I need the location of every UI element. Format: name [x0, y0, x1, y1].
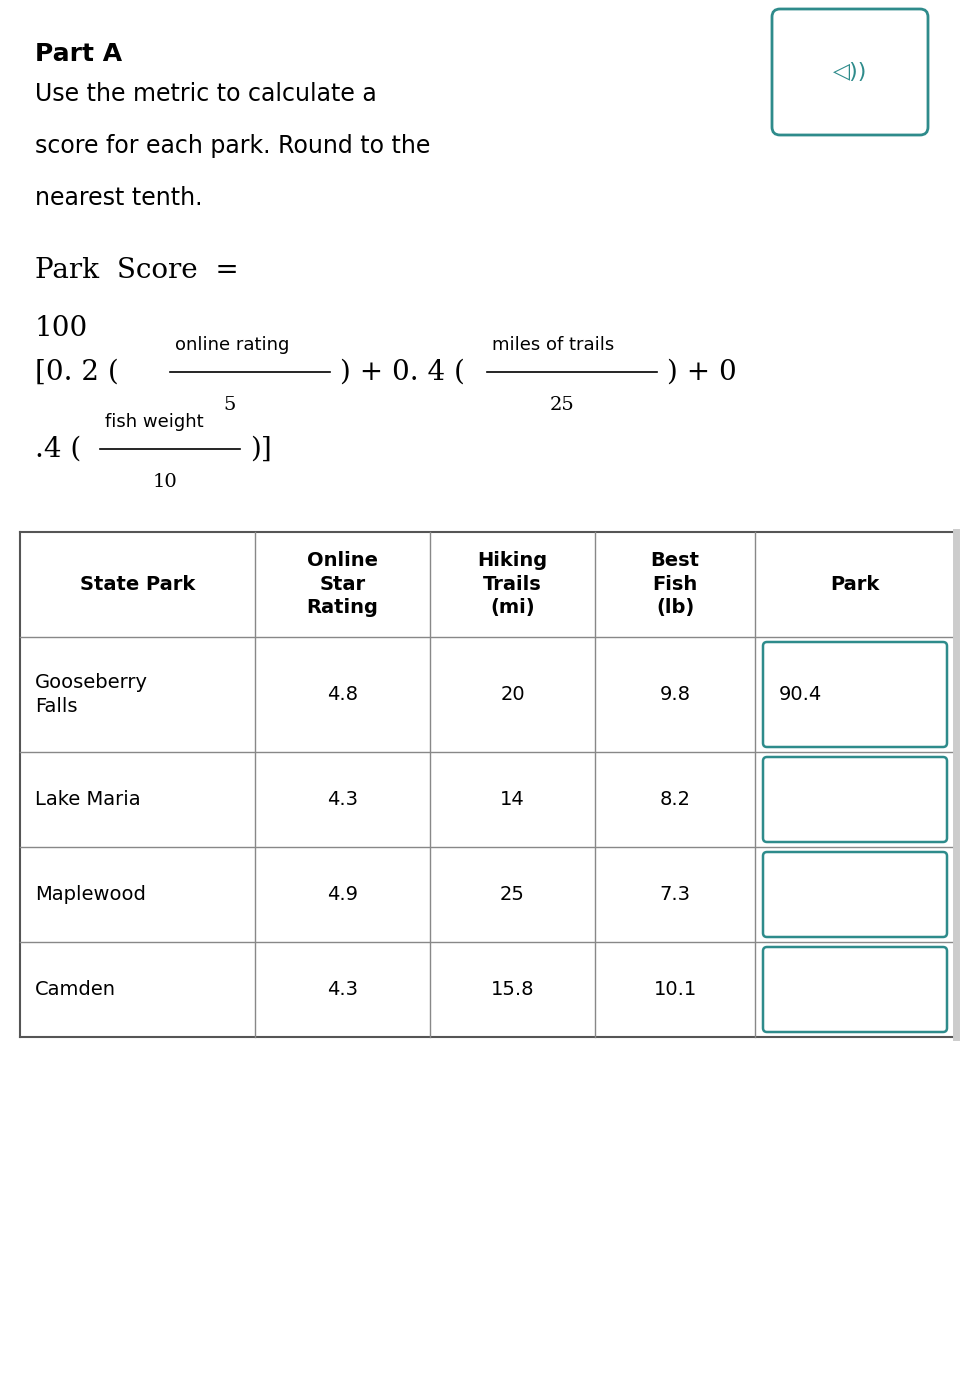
Text: 20: 20: [500, 685, 525, 705]
Text: Hiking
Trails
(mi): Hiking Trails (mi): [477, 552, 548, 617]
Text: 15.8: 15.8: [491, 981, 534, 999]
Text: 4.9: 4.9: [327, 885, 358, 904]
Text: miles of trails: miles of trails: [492, 336, 614, 354]
Text: 4.3: 4.3: [327, 981, 358, 999]
Text: Online
Star
Rating: Online Star Rating: [306, 552, 379, 617]
Text: 100: 100: [35, 315, 88, 343]
Text: 4.8: 4.8: [327, 685, 358, 705]
FancyBboxPatch shape: [763, 852, 947, 938]
Text: 10.1: 10.1: [653, 981, 697, 999]
FancyBboxPatch shape: [772, 8, 928, 135]
Text: Gooseberry
Falls: Gooseberry Falls: [35, 673, 148, 716]
Text: Maplewood: Maplewood: [35, 885, 145, 904]
Text: 4.3: 4.3: [327, 791, 358, 809]
Text: )]: )]: [250, 436, 271, 462]
Text: online rating: online rating: [175, 336, 289, 354]
Text: 7.3: 7.3: [660, 885, 690, 904]
Text: 10: 10: [152, 473, 178, 491]
Text: Part A: Part A: [35, 42, 122, 67]
Text: State Park: State Park: [80, 576, 195, 594]
FancyBboxPatch shape: [763, 642, 947, 748]
Text: ) + 0. 4 (: ) + 0. 4 (: [340, 358, 465, 386]
Text: fish weight: fish weight: [105, 413, 204, 431]
Text: nearest tenth.: nearest tenth.: [35, 186, 202, 209]
Text: Use the metric to calculate a: Use the metric to calculate a: [35, 82, 377, 105]
Text: [0. 2 (: [0. 2 (: [35, 358, 119, 386]
Text: score for each park. Round to the: score for each park. Round to the: [35, 135, 430, 158]
Text: .4 (: .4 (: [35, 436, 81, 462]
Text: Lake Maria: Lake Maria: [35, 791, 141, 809]
Text: 25: 25: [500, 885, 525, 904]
Text: 9.8: 9.8: [660, 685, 690, 705]
FancyBboxPatch shape: [763, 947, 947, 1032]
Text: Best
Fish
(lb): Best Fish (lb): [650, 552, 700, 617]
FancyBboxPatch shape: [763, 757, 947, 842]
Text: 25: 25: [549, 397, 574, 413]
Text: Camden: Camden: [35, 981, 116, 999]
Text: 90.4: 90.4: [779, 685, 822, 705]
Text: Park  Score  =: Park Score =: [35, 257, 239, 284]
Text: 5: 5: [224, 397, 236, 413]
Text: ) + 0: ) + 0: [667, 358, 737, 386]
Text: ◁)): ◁)): [833, 62, 868, 82]
Text: 8.2: 8.2: [660, 791, 690, 809]
Text: Park: Park: [831, 576, 879, 594]
Text: 14: 14: [500, 791, 525, 809]
